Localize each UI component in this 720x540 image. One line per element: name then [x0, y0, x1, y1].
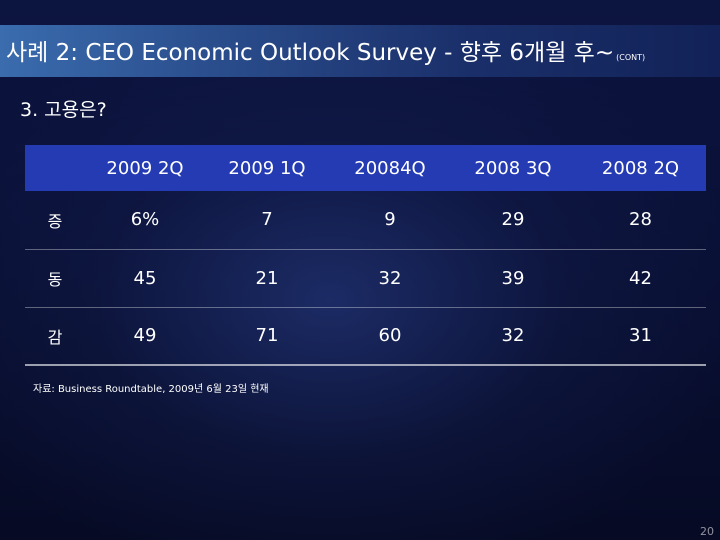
table-cell: 28: [629, 209, 652, 231]
table-cell: 21: [255, 267, 279, 289]
row-label: 동: [47, 270, 63, 289]
table-cell: 9: [384, 209, 396, 231]
header-corner-cell: [25, 145, 85, 191]
row-label: 증: [47, 211, 63, 231]
column-header: 2009 2Q: [85, 145, 205, 191]
table-cell: 49: [133, 325, 157, 347]
table-cell: 60: [378, 325, 402, 347]
table-row-increase: 증 6% 7 9 29 28: [25, 191, 706, 249]
column-header: 2008 2Q: [575, 145, 706, 191]
table-cell: 31: [629, 325, 652, 347]
table-header-row: 2009 2Q 2009 1Q 20084Q 2008 3Q 2008 2Q: [25, 145, 706, 191]
table-cell: 71: [255, 325, 279, 347]
column-header: 2008 3Q: [451, 145, 575, 191]
table-row-same: 동 45 21 32 39 42: [25, 249, 706, 307]
slide-title-text: 사례 2: CEO Economic Outlook Survey - 향후 6…: [6, 40, 615, 66]
slide-title-suffix: (CONT): [616, 53, 646, 62]
table-cell: 6%: [130, 209, 160, 231]
page-number: 20: [700, 525, 714, 538]
table-cell: 7: [261, 209, 273, 231]
column-header: 2009 1Q: [205, 145, 329, 191]
title-bar: [0, 25, 720, 77]
column-header: 20084Q: [329, 145, 451, 191]
table-cell: 42: [629, 267, 652, 289]
table-cell: 32: [378, 267, 402, 289]
table-cell: 45: [133, 267, 157, 289]
table-cell: 39: [501, 267, 525, 289]
table-cell: 29: [501, 209, 525, 231]
table-cell: 32: [501, 325, 525, 347]
survey-table: 2009 2Q 2009 1Q 20084Q 2008 3Q 2008 2Q 증…: [25, 145, 706, 366]
section-subtitle: 3. 고용은?: [20, 99, 107, 121]
source-note: 자료: Business Roundtable, 2009년 6월 23일 현재: [33, 384, 269, 395]
row-label: 감: [47, 327, 63, 347]
slide-title: 사례 2: CEO Economic Outlook Survey - 향후 6…: [6, 33, 645, 67]
table-row-decrease: 감 49 71 60 32 31: [25, 307, 706, 365]
